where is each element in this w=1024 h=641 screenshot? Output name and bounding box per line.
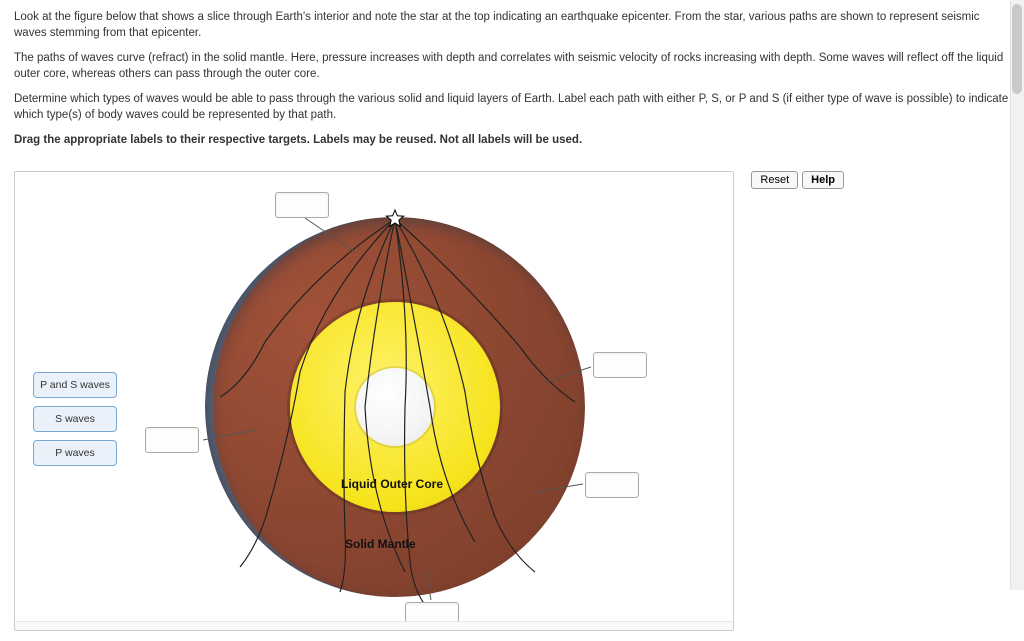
instruction-p3: Determine which types of waves would be … — [14, 92, 1010, 123]
palette-p-and-s[interactable]: P and S waves — [33, 372, 117, 398]
instructions-block: Look at the figure below that shows a sl… — [14, 10, 1010, 149]
help-button[interactable]: Help — [802, 171, 844, 189]
instruction-p2: The paths of waves curve (refract) in th… — [14, 51, 1010, 82]
activity-area: Reset Help P and S waves S waves P waves — [14, 171, 844, 631]
reset-button[interactable]: Reset — [751, 171, 798, 189]
instruction-p1: Look at the figure below that shows a sl… — [14, 10, 1010, 41]
palette-p-waves[interactable]: P waves — [33, 440, 117, 466]
dropzone-dz-bottom[interactable] — [405, 602, 459, 628]
inner-core-layer — [356, 368, 434, 446]
dropzone-dz-right-up[interactable] — [593, 352, 647, 378]
instruction-p4: Drag the appropriate labels to their res… — [14, 133, 1010, 149]
dropzone-dz-right-lo[interactable] — [585, 472, 639, 498]
palette-s-waves[interactable]: S waves — [33, 406, 117, 432]
label-outer-core: Liquid Outer Core — [341, 477, 443, 491]
scrollbar-track[interactable] — [1010, 0, 1024, 590]
label-palette: P and S waves S waves P waves — [33, 372, 117, 474]
label-mantle: Solid Mantle — [345, 537, 416, 551]
scrollbar-thumb[interactable] — [1012, 4, 1022, 94]
dropzone-dz-top[interactable] — [275, 192, 329, 218]
diagram-panel: P and S waves S waves P waves Liquid Out… — [14, 171, 734, 631]
dropzone-dz-left[interactable] — [145, 427, 199, 453]
toolbar: Reset Help — [751, 171, 844, 189]
